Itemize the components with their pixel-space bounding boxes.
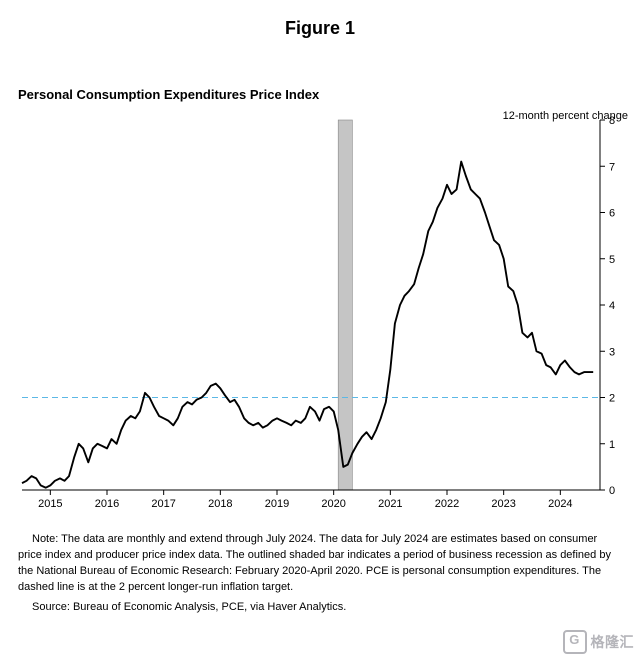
svg-text:12-month percent change: 12-month percent change [503,110,628,122]
chart-container: 2015201620172018201920202021202220232024… [0,108,640,528]
watermark-text: 格隆汇 [591,632,635,652]
chart-note: Note: The data are monthly and extend th… [18,532,622,596]
svg-text:2024: 2024 [548,498,572,510]
svg-text:7: 7 [609,161,615,173]
page-root: Figure 1 Personal Consumption Expenditur… [0,0,640,658]
svg-text:2017: 2017 [151,498,175,510]
chart-source: Source: Bureau of Economic Analysis, PCE… [18,600,622,616]
svg-text:2018: 2018 [208,498,232,510]
figure-label: Figure 1 [0,0,640,39]
svg-text:2015: 2015 [38,498,62,510]
chart-title: Personal Consumption Expenditures Price … [18,87,640,102]
watermark-icon: G [563,630,587,654]
svg-text:6: 6 [609,208,615,220]
svg-text:3: 3 [609,346,615,358]
line-chart: 2015201620172018201920202021202220232024… [0,108,640,528]
svg-text:2021: 2021 [378,498,402,510]
watermark: G 格隆汇 [563,630,635,654]
svg-text:5: 5 [609,254,615,266]
svg-text:2019: 2019 [265,498,289,510]
svg-text:2: 2 [609,393,615,405]
svg-text:2023: 2023 [491,498,515,510]
svg-text:0: 0 [609,485,615,497]
svg-text:4: 4 [609,300,615,312]
svg-text:1: 1 [609,439,615,451]
svg-text:2016: 2016 [95,498,119,510]
svg-text:2020: 2020 [321,498,345,510]
svg-text:2022: 2022 [435,498,459,510]
